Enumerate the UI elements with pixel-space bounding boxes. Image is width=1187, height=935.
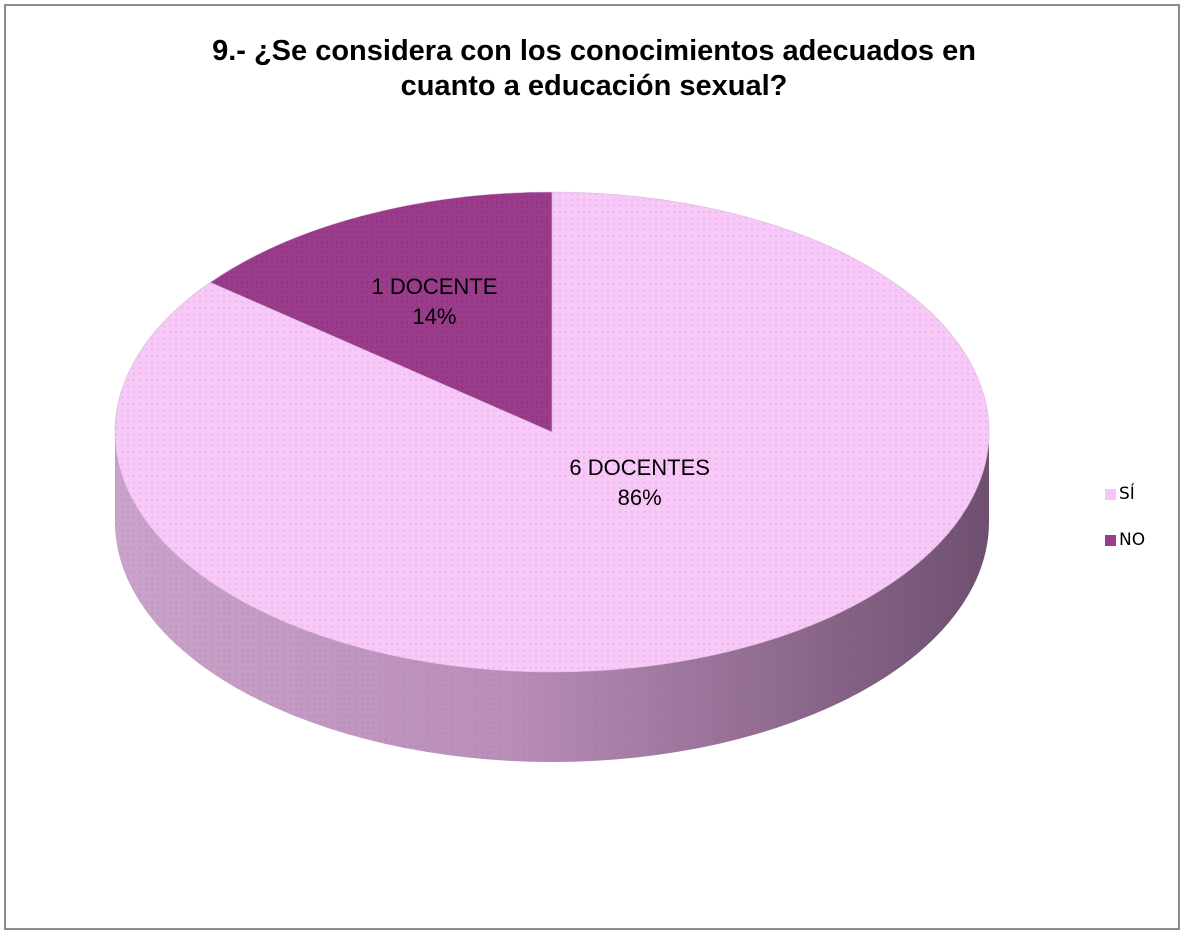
data-label-0: 6 DOCENTES (569, 455, 710, 480)
legend-swatch-si (1105, 489, 1116, 500)
legend-label-no: NO (1119, 530, 1146, 550)
data-label-1: 1 DOCENTE (371, 274, 497, 299)
pie-side-texture (115, 432, 989, 762)
legend-item-si: SÍ (1105, 484, 1135, 504)
data-percent-0: 86% (618, 485, 662, 510)
chart-title: 9.- ¿Se considera con los conocimientos … (212, 35, 976, 102)
legend-label-si: SÍ (1119, 484, 1135, 504)
legend-item-no: NO (1105, 530, 1145, 550)
data-percent-1: 14% (412, 304, 456, 329)
pie-slice-no (209, 191, 553, 433)
legend-swatch-no (1105, 535, 1116, 546)
pie-slice-s (114, 191, 990, 673)
